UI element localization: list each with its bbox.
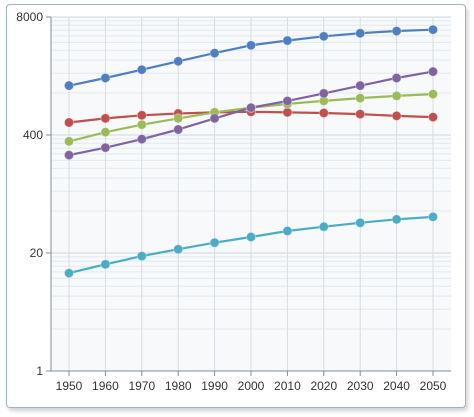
data-point [136, 110, 147, 121]
data-point [245, 40, 257, 51]
data-point [136, 250, 147, 262]
data-point [355, 80, 366, 91]
data-point [173, 113, 184, 124]
data-point [100, 72, 111, 84]
data-point [100, 113, 111, 124]
data-point [63, 117, 75, 128]
x-tick-label: 2050 [420, 379, 447, 393]
data-point [318, 107, 329, 119]
data-point [427, 88, 439, 100]
line-chart: 1 20 400 8000 1950 1960 1970 1980 1990 2000 2010 2… [16, 10, 451, 393]
data-point [318, 31, 329, 42]
data-point [100, 127, 111, 138]
data-point [427, 66, 439, 77]
data-point [63, 150, 75, 161]
x-tick-label: 1990 [201, 379, 228, 393]
data-point [136, 64, 147, 75]
data-point [427, 112, 439, 123]
x-axis-tick-labels: 1950 1960 1970 1980 1990 2000 2010 2020 2030 2040… [56, 379, 447, 393]
data-point [245, 102, 257, 113]
x-tick-label: 1950 [56, 379, 83, 393]
data-point [282, 225, 293, 237]
data-point [136, 119, 147, 130]
data-point [355, 108, 366, 120]
data-point [282, 107, 293, 118]
y-tick-label: 20 [30, 246, 44, 260]
chart-frame: 1 20 400 8000 1950 1960 1970 1980 1990 2000 2010 2… [6, 4, 466, 408]
series-points [63, 24, 439, 279]
data-point [63, 136, 75, 147]
data-point [100, 142, 111, 153]
data-point [391, 72, 402, 84]
data-point [355, 28, 366, 39]
data-point [173, 244, 184, 255]
data-point [282, 95, 293, 107]
data-point [245, 231, 257, 243]
data-point [318, 88, 329, 99]
x-tick-label: 2030 [347, 379, 374, 393]
y-tick-label: 1 [36, 364, 43, 378]
axes [46, 16, 451, 376]
data-point [427, 24, 439, 35]
data-point [391, 90, 402, 101]
data-point [209, 113, 220, 124]
data-point [173, 56, 184, 67]
y-tick-label: 8000 [16, 10, 43, 24]
x-tick-label: 1980 [165, 379, 192, 393]
data-point [209, 237, 220, 248]
x-tick-label: 2040 [383, 379, 410, 393]
data-point [427, 211, 439, 223]
x-tick-label: 2020 [310, 379, 337, 393]
data-point [209, 47, 220, 59]
data-point [355, 217, 366, 228]
data-point [136, 134, 147, 145]
x-tick-label: 1960 [92, 379, 119, 393]
data-point [318, 221, 329, 232]
data-point [173, 124, 184, 135]
data-point [391, 25, 402, 37]
data-point [282, 35, 293, 46]
data-point [63, 80, 75, 91]
y-axis-tick-labels: 1 20 400 8000 [16, 10, 43, 378]
x-tick-label: 1970 [128, 379, 155, 393]
data-point [100, 259, 111, 270]
x-tick-label: 2000 [238, 379, 265, 393]
data-point [355, 93, 366, 104]
data-point [391, 214, 402, 225]
y-tick-label: 400 [23, 128, 43, 142]
data-point [391, 110, 402, 121]
x-tick-label: 2010 [274, 379, 301, 393]
data-point [63, 268, 75, 279]
